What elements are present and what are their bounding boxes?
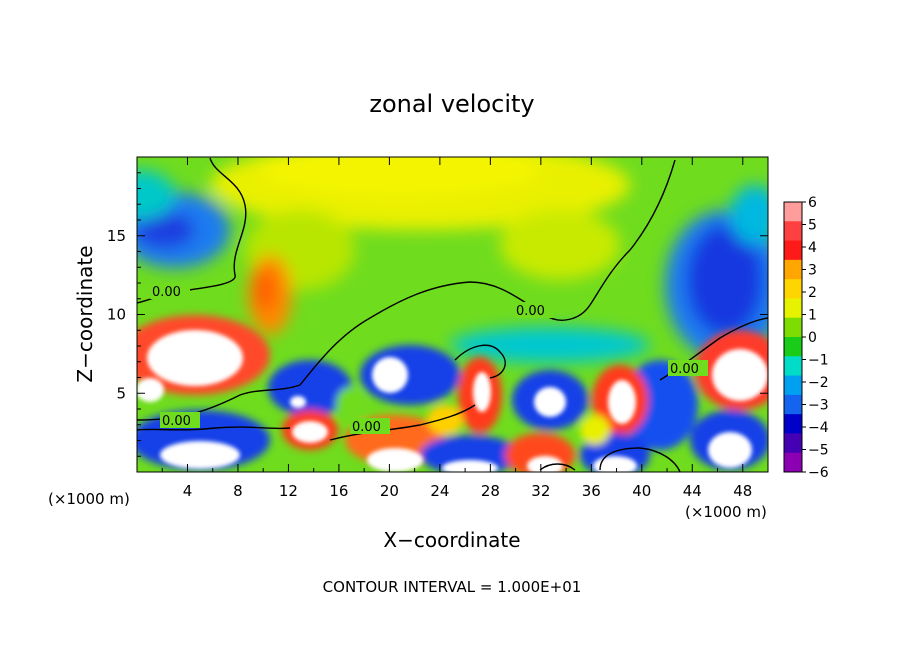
velocity-field: 0.00 0.00 0.00 0.00 0.00 — [137, 157, 768, 472]
colorbar-tick-label: −4 — [808, 420, 829, 436]
colorbar-tick-label: 4 — [808, 240, 817, 256]
contour-label: 0.00 — [152, 285, 181, 300]
contour-label-group: 0.00 0.00 0.00 0.00 0.00 — [150, 283, 708, 435]
colorbar-tick-label: −5 — [808, 443, 829, 459]
colorbar-tick-label: −6 — [808, 465, 829, 481]
colorbar-tick-label: 1 — [808, 308, 817, 324]
colorbar-swatch — [784, 433, 802, 454]
y-axis: 5 10 15 — [107, 172, 768, 457]
colorbar-swatch — [784, 375, 802, 396]
colorbar-tick-label: −3 — [808, 398, 829, 414]
y-tick-label: 15 — [107, 227, 126, 245]
colorbar-swatch — [784, 394, 802, 415]
colorbar-tick-label: 0 — [808, 330, 817, 346]
x-tick-label: 32 — [531, 482, 550, 500]
x-unit-label-right: (×1000 m) — [685, 503, 767, 521]
contour-label: 0.00 — [352, 420, 381, 435]
contour-label: 0.00 — [516, 304, 545, 319]
x-tick-label: 40 — [632, 482, 651, 500]
x-axis-label: X−coordinate — [383, 528, 520, 552]
contour-label: 0.00 — [162, 414, 191, 429]
x-tick-label: 44 — [683, 482, 702, 500]
colorbar-swatch — [784, 452, 802, 473]
colorbar-swatch — [784, 356, 802, 377]
colorbar-tick-label: 3 — [808, 263, 817, 279]
contour-interval-note: CONTOUR INTERVAL = 1.000E+01 — [323, 578, 582, 596]
colorbar-tick-label: 6 — [808, 195, 817, 211]
colorbar-swatch — [784, 414, 802, 434]
x-tick-label: 28 — [481, 482, 500, 500]
colorbar-swatch — [784, 279, 802, 299]
colorbar-swatch — [784, 337, 802, 357]
x-unit-label-left: (×1000 m) — [48, 490, 130, 508]
contour-lines — [137, 157, 768, 472]
x-tick-label: 48 — [733, 482, 752, 500]
x-tick-label: 24 — [430, 482, 449, 500]
x-tick-label: 4 — [183, 482, 193, 500]
colorbar-tick-label: −2 — [808, 375, 829, 391]
contour-label: 0.00 — [670, 362, 699, 377]
colorbar-tick-label: 5 — [808, 218, 817, 234]
colorbar-swatch — [784, 298, 802, 319]
y-tick-label: 10 — [107, 306, 126, 324]
colorbar-swatch — [784, 202, 802, 222]
y-tick-label: 5 — [116, 384, 126, 402]
x-tick-label: 8 — [233, 482, 243, 500]
x-tick-label: 36 — [582, 482, 601, 500]
colorbar-tick-label: 2 — [808, 285, 817, 301]
colorbar-swatch — [784, 240, 802, 261]
chart-title: zonal velocity — [369, 90, 534, 118]
colorbar-swatch — [784, 221, 802, 242]
colorbar: 6 5 4 3 2 1 0 −1 −2 −3 −4 −5 −6 — [783, 195, 829, 481]
y-axis-label: Z−coordinate — [73, 245, 97, 382]
x-axis: 4 8 12 16 20 24 28 32 36 40 44 48 — [161, 157, 752, 500]
colorbar-swatch — [784, 259, 802, 280]
x-tick-label: 16 — [329, 482, 348, 500]
colorbar-swatch — [784, 317, 802, 338]
colorbar-tick-label: −1 — [808, 353, 829, 369]
x-tick-label: 20 — [380, 482, 399, 500]
x-tick-label: 12 — [279, 482, 298, 500]
